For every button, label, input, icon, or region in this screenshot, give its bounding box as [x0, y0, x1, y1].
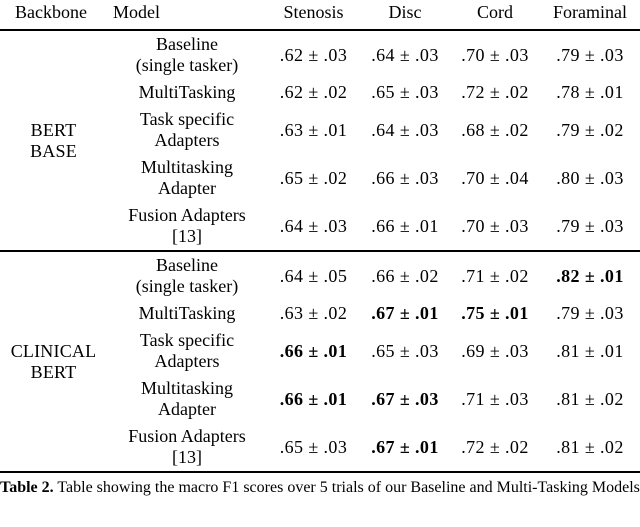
- section-clinical-bert: CLINICAL BERT Baseline (single tasker) .64 ±…: [0, 251, 640, 472]
- score-cell: .70 ± .03: [461, 215, 529, 236]
- score-cell: .66 ± .01: [279, 340, 348, 361]
- backbone-cell: BERT BASE: [0, 30, 107, 251]
- caption-text: Table showing the macro F1 scores over 5…: [57, 479, 640, 496]
- backbone-name-line: BERT: [30, 119, 77, 140]
- score-cell: .62 ± .03: [279, 44, 348, 65]
- score-cell: .81 ± .02: [556, 388, 624, 409]
- column-header-model: Model: [113, 2, 160, 22]
- backbone-name-line: CLINICAL: [10, 340, 97, 361]
- citation-link[interactable]: [13]: [172, 226, 202, 246]
- model-name-line: Adapter: [158, 178, 216, 198]
- score-cell: .70 ± .03: [461, 44, 529, 65]
- column-header-stenosis: Stenosis: [283, 2, 344, 22]
- model-name-line: MultiTasking: [138, 82, 236, 102]
- model-name-line: Task specific: [139, 330, 235, 350]
- column-header-cord: Cord: [477, 2, 513, 22]
- model-name-line: Task specific: [139, 109, 235, 129]
- score-cell: .66 ± .03: [371, 167, 439, 188]
- score-cell: .79 ± .02: [556, 119, 624, 140]
- table-row: Multitasking Adapter .65 ± .02 .66 ± .03 .70…: [0, 154, 640, 202]
- score-cell: .65 ± .03: [371, 82, 439, 102]
- score-cell: .81 ± .02: [556, 436, 624, 457]
- model-name-line: Multitasking: [140, 157, 233, 177]
- model-cell: MultiTasking: [107, 300, 267, 327]
- model-cell: Baseline (single tasker): [107, 30, 267, 79]
- model-name-line: Fusion Adapters: [128, 426, 246, 446]
- score-cell: .64 ± .05: [279, 265, 348, 286]
- table-row: Multitasking Adapter .66 ± .01 .67 ± .03 .71…: [0, 375, 640, 423]
- table-row: CLINICAL BERT Baseline (single tasker) .64 ±…: [0, 251, 640, 382]
- table-row: Fusion Adapters [13] .65 ± .03 .67 ± .01 .72…: [0, 423, 640, 472]
- model-name-line: Adapter: [158, 399, 216, 419]
- score-cell: .67 ± .03: [371, 388, 439, 409]
- model-name-line: Adapters: [154, 351, 220, 371]
- model-cell: Task specific Adapters: [107, 106, 267, 154]
- paper-table-figure: Backbone Model Stenosis Disc Cord Forami…: [0, 0, 640, 499]
- model-name-line: (single tasker): [135, 55, 239, 75]
- score-cell: .66 ± .01: [371, 215, 439, 236]
- score-cell: .62 ± .02: [279, 82, 348, 102]
- score-cell: .78 ± .01: [556, 82, 624, 102]
- table-row: Fusion Adapters [13] .64 ± .03 .66 ± .01 .70…: [0, 202, 640, 251]
- score-cell: .64 ± .03: [279, 215, 348, 236]
- score-cell: .69 ± .03: [461, 340, 529, 361]
- column-header-disc: Disc: [388, 2, 422, 22]
- model-name-line: Baseline: [156, 34, 218, 54]
- score-cell: .72 ± .02: [461, 436, 529, 457]
- caption-label: Table 2.: [0, 479, 54, 496]
- citation-link[interactable]: [13]: [172, 447, 202, 467]
- column-header-backbone: Backbone: [15, 2, 87, 22]
- results-table: Backbone Model Stenosis Disc Cord Forami…: [0, 0, 640, 473]
- score-cell: .67 ± .01: [371, 303, 439, 323]
- model-cell: Fusion Adapters [13]: [107, 423, 267, 472]
- score-cell: .71 ± .03: [461, 388, 529, 409]
- score-cell: .66 ± .02: [371, 265, 439, 286]
- table-row: Task specific Adapters .63 ± .01 .64 ± .03.…: [0, 106, 640, 154]
- score-cell: .68 ± .02: [461, 119, 529, 140]
- score-cell: .66 ± .01: [279, 388, 348, 409]
- model-cell: Multitasking Adapter: [107, 375, 267, 423]
- model-name-line: MultiTasking: [138, 303, 236, 323]
- model-cell: Task specific Adapters: [107, 327, 267, 375]
- score-cell: .75 ± .01: [461, 303, 529, 323]
- table-row: Task specific Adapters .66 ± .01 .65 ± .03.…: [0, 327, 640, 375]
- model-name-line: Multitasking: [140, 378, 233, 398]
- model-name-line: Fusion Adapters: [128, 205, 246, 225]
- score-cell: .70 ± .04: [461, 167, 529, 188]
- model-name-line: Adapters: [154, 130, 220, 150]
- column-header-foraminal: Foraminal: [553, 2, 627, 22]
- score-cell: .63 ± .01: [279, 119, 348, 140]
- score-cell: .64 ± .03: [371, 44, 439, 65]
- table-row: BERT BASE Baseline (single tasker) .62 ± .03…: [0, 30, 640, 161]
- backbone-name-line: BASE: [30, 140, 77, 161]
- table-row: MultiTasking .63 ± .02 .67 ± .01 .75 ± .01.…: [0, 300, 640, 327]
- table-row: MultiTasking .62 ± .02 .65 ± .03 .72 ± .02.…: [0, 79, 640, 106]
- score-cell: .81 ± .01: [556, 340, 624, 361]
- score-cell: .63 ± .02: [279, 303, 348, 323]
- table-caption: Table 2. Table showing the macro F1 scor…: [0, 477, 640, 499]
- model-cell: Baseline (single tasker): [107, 251, 267, 300]
- table-header-row: Backbone Model Stenosis Disc Cord Forami…: [0, 0, 640, 30]
- score-cell: .79 ± .03: [556, 44, 624, 65]
- score-cell: .65 ± .02: [279, 167, 348, 188]
- score-cell: .65 ± .03: [279, 436, 348, 457]
- score-cell: .79 ± .03: [556, 215, 624, 236]
- model-cell: MultiTasking: [107, 79, 267, 106]
- model-name-line: Baseline: [156, 255, 218, 275]
- section-bert-base: BERT BASE Baseline (single tasker) .62 ± .03…: [0, 30, 640, 251]
- model-cell: Multitasking Adapter: [107, 154, 267, 202]
- score-cell: .65 ± .03: [371, 340, 439, 361]
- score-cell: .79 ± .03: [556, 303, 624, 323]
- backbone-name-line: BERT: [30, 361, 77, 382]
- model-cell: Fusion Adapters [13]: [107, 202, 267, 251]
- score-cell: .80 ± .03: [556, 167, 624, 188]
- model-name-line: (single tasker): [135, 276, 239, 296]
- score-cell: .71 ± .02: [461, 265, 529, 286]
- score-cell: .64 ± .03: [371, 119, 439, 140]
- backbone-cell: CLINICAL BERT: [0, 251, 107, 472]
- score-cell: .72 ± .02: [461, 82, 529, 102]
- score-cell: .82 ± .01: [556, 265, 624, 286]
- score-cell: .67 ± .01: [371, 436, 439, 457]
